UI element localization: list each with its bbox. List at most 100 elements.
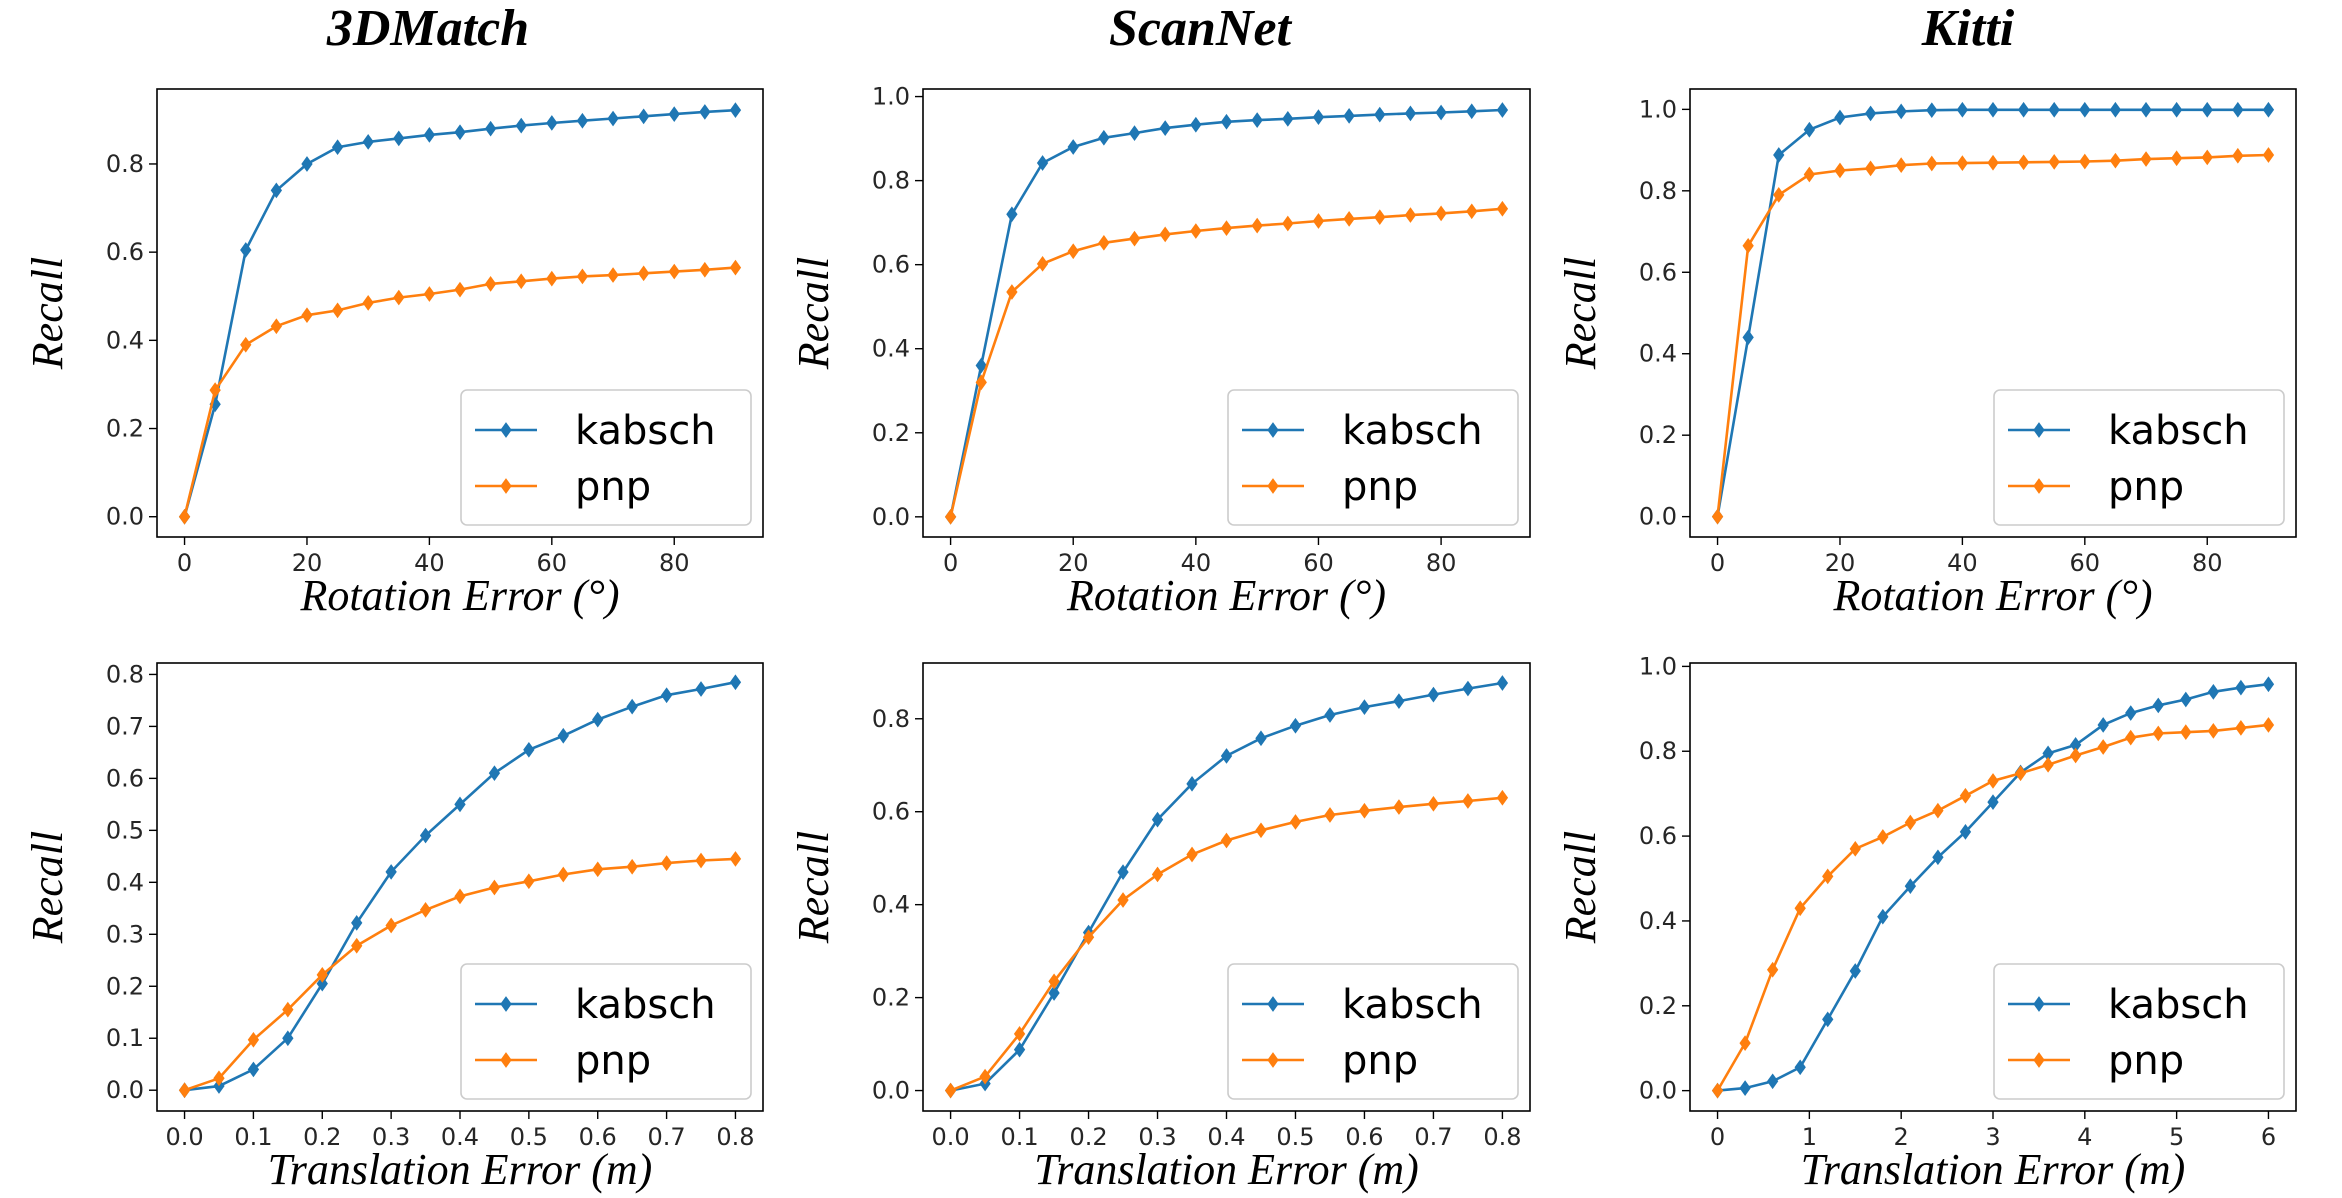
subplot-6: 0 1 2 3 4 5 6 0.0 0.2 0.4 0.6 0.8 1.0 Translation Err… bbox=[1556, 652, 2297, 1194]
data-point-pnp bbox=[1374, 209, 1386, 226]
data-point-pnp bbox=[695, 852, 707, 869]
legend-label-pnp: pnp bbox=[2108, 464, 2184, 510]
x-tick-label: 80 bbox=[659, 549, 690, 577]
y-tick-label: 1.0 bbox=[1639, 652, 1677, 680]
x-tick-label: 0.0 bbox=[165, 1123, 203, 1151]
y-tick-label: 0.0 bbox=[872, 503, 910, 531]
data-point-kabsch bbox=[1324, 707, 1336, 723]
data-point-pnp bbox=[1462, 793, 1474, 809]
legend-marker-kabsch bbox=[500, 996, 512, 1012]
data-point-pnp bbox=[637, 265, 650, 282]
legend-label-pnp: pnp bbox=[2108, 1038, 2184, 1084]
data-point-pnp bbox=[626, 858, 638, 875]
data-point-kabsch bbox=[975, 357, 987, 374]
data-point-pnp bbox=[1220, 220, 1233, 236]
data-point-kabsch bbox=[515, 117, 527, 134]
legend-marker-kabsch bbox=[2033, 422, 2045, 438]
data-point-kabsch bbox=[1006, 206, 1018, 223]
data-point-kabsch bbox=[1393, 693, 1405, 709]
y-tick-label: 0.8 bbox=[1639, 737, 1677, 765]
data-point-kabsch bbox=[2140, 101, 2152, 118]
data-point-pnp bbox=[270, 318, 283, 335]
data-point-pnp bbox=[1773, 187, 1785, 203]
data-point-kabsch bbox=[351, 915, 363, 931]
data-point-kabsch bbox=[1343, 108, 1355, 124]
data-point-kabsch bbox=[488, 765, 501, 782]
data-point-kabsch bbox=[1834, 109, 1846, 126]
data-point-pnp bbox=[454, 281, 466, 298]
data-point-pnp bbox=[1289, 814, 1302, 830]
data-point-kabsch bbox=[2235, 679, 2247, 696]
y-tick-label: 0.6 bbox=[1639, 822, 1677, 850]
data-point-pnp bbox=[2125, 729, 2137, 746]
data-point-pnp bbox=[385, 917, 397, 934]
data-point-pnp bbox=[2079, 153, 2091, 170]
data-point-kabsch bbox=[1013, 1041, 1026, 1058]
y-tick-label: 0.6 bbox=[106, 764, 144, 792]
data-point-kabsch bbox=[240, 242, 252, 258]
x-tick-label: 0.7 bbox=[1414, 1123, 1452, 1151]
legend-box bbox=[460, 963, 752, 1100]
data-point-kabsch bbox=[247, 1061, 260, 1078]
data-point-pnp bbox=[1794, 900, 1806, 917]
data-point-pnp bbox=[1128, 230, 1141, 247]
legend-box bbox=[1227, 963, 1519, 1100]
data-point-pnp bbox=[362, 295, 374, 311]
data-point-pnp bbox=[1496, 789, 1509, 806]
y-tick-label: 0.8 bbox=[106, 660, 144, 688]
data-point-pnp bbox=[523, 873, 535, 890]
data-point-pnp bbox=[419, 902, 432, 918]
data-point-pnp bbox=[1282, 215, 1294, 232]
data-point-pnp bbox=[2201, 149, 2213, 166]
data-point-pnp bbox=[1082, 929, 1095, 946]
data-point-kabsch bbox=[1098, 129, 1110, 146]
legend-label-pnp: pnp bbox=[1342, 1038, 1418, 1084]
data-point-pnp bbox=[1822, 868, 1834, 885]
data-point-pnp bbox=[1159, 226, 1171, 243]
x-tick-label: 0.0 bbox=[932, 1123, 970, 1151]
data-point-pnp bbox=[2014, 765, 2027, 782]
data-point-pnp bbox=[1877, 829, 1889, 845]
data-point-pnp bbox=[1904, 814, 1917, 831]
y-tick-label: 0.0 bbox=[872, 1077, 910, 1105]
data-point-pnp bbox=[1435, 205, 1447, 222]
x-tick-label: 0.3 bbox=[372, 1123, 410, 1151]
x-tick-label: 5 bbox=[2169, 1123, 2184, 1151]
data-point-pnp bbox=[1067, 243, 1079, 260]
data-point-pnp bbox=[1895, 157, 1907, 174]
data-point-kabsch bbox=[626, 698, 638, 715]
axes-frame bbox=[922, 88, 1531, 538]
data-point-kabsch bbox=[1190, 116, 1202, 133]
data-point-pnp bbox=[2232, 147, 2244, 164]
y-tick-label: 0.2 bbox=[872, 984, 910, 1012]
data-point-pnp bbox=[1255, 822, 1267, 839]
y-tick-label: 0.3 bbox=[106, 920, 144, 948]
data-point-pnp bbox=[351, 937, 363, 954]
x-tick-label: 0.3 bbox=[1138, 1123, 1176, 1151]
data-point-pnp bbox=[1358, 802, 1371, 819]
data-point-pnp bbox=[1186, 846, 1198, 863]
x-tick-label: 0.1 bbox=[234, 1123, 272, 1151]
data-point-kabsch bbox=[385, 864, 397, 880]
y-tick-label: 0.8 bbox=[1639, 177, 1677, 205]
data-point-pnp bbox=[1427, 795, 1440, 812]
data-point-kabsch bbox=[1959, 823, 1972, 840]
data-point-kabsch bbox=[1895, 103, 1907, 120]
legend-marker-pnp bbox=[500, 1052, 512, 1068]
data-point-pnp bbox=[668, 263, 680, 280]
data-point-pnp bbox=[1496, 200, 1509, 217]
y-axis-label: Recall bbox=[1556, 257, 1605, 370]
legend-marker-pnp bbox=[2033, 478, 2045, 494]
x-tick-label: 0 bbox=[1710, 549, 1725, 577]
legend-box bbox=[1227, 389, 1519, 526]
data-point-kabsch bbox=[1987, 794, 1999, 811]
data-point-kabsch bbox=[1159, 120, 1171, 136]
y-tick-label: 0.4 bbox=[106, 868, 144, 896]
data-point-kabsch bbox=[1877, 908, 1889, 925]
y-tick-label: 0.4 bbox=[1639, 907, 1677, 935]
x-tick-label: 0.2 bbox=[1069, 1123, 1107, 1151]
data-point-kabsch bbox=[2207, 683, 2220, 700]
data-point-pnp bbox=[1849, 840, 1861, 857]
x-tick-label: 1 bbox=[1802, 1123, 1817, 1151]
data-point-kabsch bbox=[1282, 110, 1294, 127]
